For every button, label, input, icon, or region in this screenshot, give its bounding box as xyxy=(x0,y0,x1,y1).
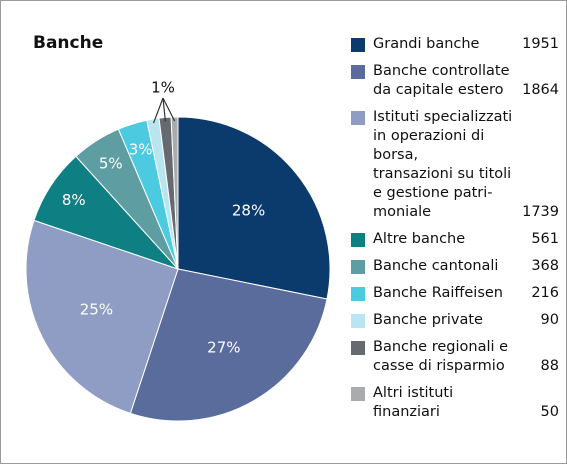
slice-label: 28% xyxy=(232,202,265,220)
legend-label: Istituti specializzati in operazioni di … xyxy=(373,109,513,220)
legend-label: Banche regionali e casse di risparmio xyxy=(373,339,509,374)
slice-label: 3% xyxy=(129,141,153,159)
legend-label: Banche cantonali xyxy=(373,258,499,274)
pie-slice xyxy=(177,116,331,300)
pie-slice xyxy=(170,116,179,270)
legend-swatch xyxy=(351,387,365,401)
legend-value: 1739 xyxy=(522,204,559,220)
slice-label: 8% xyxy=(62,191,86,209)
legend-swatch xyxy=(351,111,365,125)
legend-swatch xyxy=(351,38,365,52)
legend-item: Istituti specializzati in operazioni di … xyxy=(349,108,559,222)
legend: Grandi banche 1951 Banche controllate da c… xyxy=(349,35,559,422)
slice-label: 25% xyxy=(80,300,113,318)
legend-label: Banche controllate da capitale estero xyxy=(373,63,510,98)
legend-item: Altri istituti finanziari 50 xyxy=(349,384,559,422)
pie-slice xyxy=(25,219,179,414)
legend-label: Altri istituti finanziari xyxy=(373,385,454,420)
legend-value: 561 xyxy=(531,231,559,247)
legend-value: 88 xyxy=(540,358,559,374)
annotation: 1% xyxy=(151,79,175,97)
chart-title: Banche xyxy=(33,33,104,53)
slice-label: 5% xyxy=(99,155,123,173)
legend-value: 1864 xyxy=(522,82,559,98)
legend-label: Grandi banche xyxy=(373,36,480,52)
legend-value: 368 xyxy=(531,258,559,274)
legend-swatch xyxy=(351,287,365,301)
legend-label: Banche Raiffeisen xyxy=(373,285,503,301)
legend-item: Banche cantonali 368 xyxy=(349,257,559,276)
legend-value: 50 xyxy=(540,404,559,420)
legend-swatch xyxy=(351,260,365,274)
legend-item: Altre banche 561 xyxy=(349,230,559,249)
legend-item: Banche private 90 xyxy=(349,311,559,330)
leader-line xyxy=(162,97,166,122)
legend-swatch xyxy=(351,314,365,328)
legend-item: Banche controllate da capitale estero 186… xyxy=(349,62,559,100)
slice-label: 27% xyxy=(207,338,240,356)
legend-item: Grandi banche 1951 xyxy=(349,35,559,54)
leader-line xyxy=(152,97,164,124)
legend-item: Banche regionali e casse di risparmio 88 xyxy=(349,338,559,376)
legend-swatch xyxy=(351,65,365,79)
legend-value: 216 xyxy=(531,285,559,301)
pie-slice xyxy=(129,268,328,422)
legend-swatch xyxy=(351,233,365,247)
legend-item: Banche Raiffeisen 216 xyxy=(349,284,559,303)
legend-label: Altre banche xyxy=(373,231,466,247)
legend-label: Banche private xyxy=(373,312,483,328)
legend-swatch xyxy=(351,341,365,355)
leader-line xyxy=(162,97,176,122)
legend-value: 90 xyxy=(540,312,559,328)
legend-value: 1951 xyxy=(522,36,559,52)
